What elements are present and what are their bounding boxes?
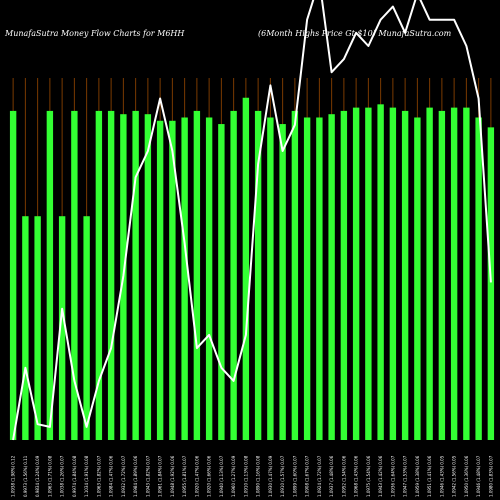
- x-tick-label: 1.0943 (1.82%) 0.07: [145, 455, 150, 497]
- x-tick-label: 1.0899 (1.60%) 0.07: [292, 455, 297, 497]
- bar: [267, 117, 274, 440]
- x-tick-label: 1.0924 (1.72%) 0.07: [317, 455, 322, 497]
- bar: [328, 114, 335, 440]
- x-tick-label: 1.0940 (1.13%) 0.07: [219, 455, 224, 497]
- bar-series: [9, 97, 495, 441]
- x-tick-label: 1.0963 (1.71%) 0.08: [47, 455, 52, 497]
- x-tick-label: 1.1034 (1.91%) 0.08: [84, 455, 89, 497]
- bar: [401, 110, 409, 440]
- bar: [95, 110, 103, 440]
- x-tick-label: 1.0948 (1.92%) 0.06: [170, 455, 175, 497]
- x-tick-label: 1.0984 (1.47%) 0.06: [109, 455, 114, 497]
- bar: [389, 107, 397, 441]
- x-tick-label: 1.0950 (1.36%) 0.06: [464, 455, 469, 497]
- bar: [107, 110, 115, 440]
- bar: [9, 110, 17, 440]
- x-tick-label: 1.0038 (1.26%) 0.07: [60, 455, 65, 497]
- x-tick-label: 1.0947 (1.53%) 0.07: [403, 455, 408, 497]
- x-tick-label: 1.0961 (1.84%) 0.07: [158, 455, 163, 497]
- bar: [438, 110, 446, 440]
- x-tick-label: 1.0975 (1.54%) 0.06: [366, 455, 371, 497]
- bar: [316, 117, 323, 440]
- bar: [254, 110, 262, 440]
- x-tick-label: 1.0952 (1.54%) 0.06: [341, 455, 346, 497]
- bar: [132, 110, 139, 440]
- x-tick-label: 1.0943 (1.42%) 0.06: [378, 455, 383, 497]
- x-tick-label: 1.0930 (1.47%) 0.09: [268, 455, 273, 497]
- bar: [450, 107, 458, 441]
- bar: [181, 117, 188, 440]
- bar: [71, 110, 78, 440]
- x-tick-label: 1.0946 (1.48%) 0.07: [476, 455, 481, 497]
- bar: [230, 110, 237, 440]
- bar: [352, 107, 360, 441]
- x-tick-label: 0.9973 (1.56%) 0.11: [23, 455, 28, 497]
- bar: [205, 117, 213, 440]
- x-tick-label: 1.0955 (1.81%) 0.07: [182, 455, 187, 497]
- bar: [377, 104, 384, 440]
- x-tick-label: 1.0932 (1.72%) 0.07: [121, 455, 126, 497]
- x-tick-label: 1.0960 (1.27%) 0.09: [231, 455, 236, 497]
- x-tick-label: 1.0936 (1.64%) 0.07: [390, 455, 395, 497]
- bar: [46, 110, 54, 440]
- x-tick-label: 1.0890 (1.16%) 0.08: [256, 455, 261, 497]
- x-tick-label: 1.0959 (1.38%) 0.06: [415, 455, 420, 497]
- x-tick-label: 1.0937 (1.48%) 0.06: [329, 455, 334, 497]
- x-tick-label: 1.0910 (1.57%) 0.07: [280, 455, 285, 497]
- bar: [487, 127, 495, 440]
- bar: [365, 107, 372, 441]
- chart-subtitle: (6Month Highs Price Gt $10) MunafaSutra.…: [258, 29, 452, 38]
- bar: [414, 117, 421, 440]
- x-tick-label: 1.0963 (1.82%) 0.07: [96, 455, 101, 497]
- bar: [169, 120, 176, 441]
- x-tick-label: 1.0968 (1.43%) 0.06: [354, 455, 359, 497]
- x-tick-label: 1.0920 (1.66%) 0.06: [207, 455, 212, 497]
- x-tick-label: 1.0938 (1.98%) 0.12: [11, 455, 16, 497]
- bar: [144, 114, 152, 440]
- x-tick-label: 1.0920 (1.47%) 0.06: [194, 455, 199, 497]
- bar: [218, 124, 225, 440]
- bar: [156, 120, 164, 441]
- bar: [291, 110, 299, 440]
- x-tick-label: 0.9974 (1.84%) 0.08: [72, 455, 77, 497]
- x-tick-label: 1.0908 (1.67%) 0.07: [305, 455, 310, 497]
- bar: [463, 107, 470, 441]
- bar: [426, 107, 433, 441]
- bar: [193, 110, 201, 440]
- price-line: [12, 0, 492, 441]
- bar: [22, 216, 29, 440]
- bar: [475, 117, 482, 440]
- bar: [340, 110, 348, 440]
- x-tick-label: 1.0951 (1.41%) 0.06: [427, 455, 432, 497]
- bar: [83, 216, 90, 440]
- bar: [242, 97, 250, 440]
- x-tick-label: 1.0946 (1.43%) 0.05: [439, 455, 444, 497]
- x-tick-label: 1.0910 (1.13%) 0.08: [243, 455, 248, 497]
- x-tick-label: 1.0980 (1.83%) 0.07: [488, 455, 493, 497]
- bar: [34, 216, 41, 440]
- price-line-group: [12, 0, 492, 441]
- bar: [303, 117, 311, 440]
- x-tick-label: 0.9834 (1.24%) 0.09: [35, 455, 40, 497]
- chart-title: MunafaSutra Money Flow Charts for M6HH: [4, 29, 185, 38]
- bar: [279, 124, 286, 440]
- bar: [58, 216, 66, 440]
- x-tick-labels: 1.0938 (1.98%) 0.12 0.9973 (1.56%) 0.11 0.…: [11, 455, 494, 497]
- x-tick-label: 1.0984 (1.89%) 0.06: [133, 455, 138, 497]
- x-tick-label: 1.0942 (1.56%) 0.05: [452, 455, 457, 497]
